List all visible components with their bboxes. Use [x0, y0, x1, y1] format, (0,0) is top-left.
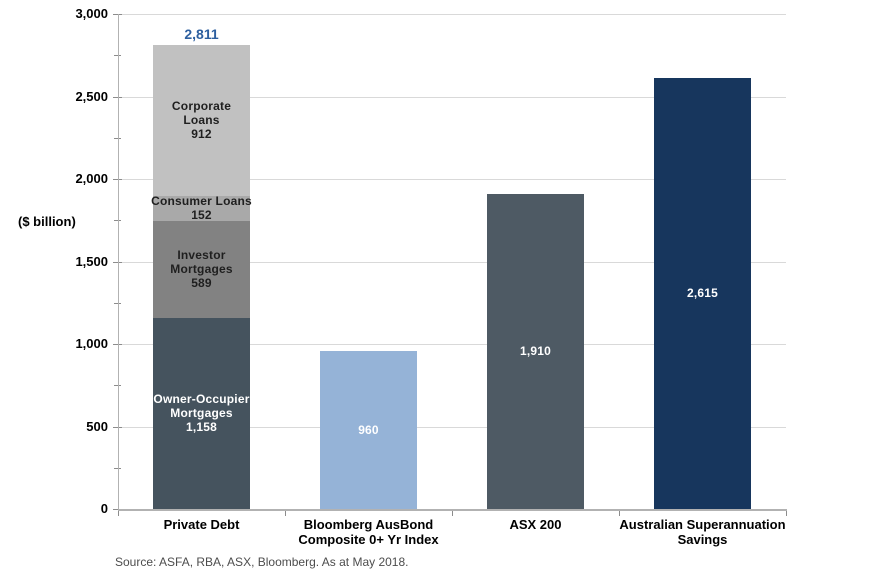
bar-segment-bloomberg-ausbond-composite-0-yr-index	[320, 350, 417, 509]
bar-segment-label-line: Corporate	[171, 99, 232, 114]
bar-segment-label-line: 912	[191, 127, 212, 142]
y-axis-tick-label: 1,000	[75, 336, 108, 351]
category-label-private-debt: Private Debt	[118, 517, 285, 532]
bar-segment-label-corporate-loans: Corporate Loans 912	[128, 99, 275, 141]
x-axis-tick	[118, 511, 119, 516]
category-label-line: Private Debt	[163, 517, 240, 532]
category-label-asx-200: ASX 200	[452, 517, 619, 532]
y-minor-tick	[114, 220, 121, 221]
bar-segment-label-line: Mortgages	[170, 262, 233, 277]
bar-segment-label-line: 1,910	[519, 344, 552, 359]
x-axis-line	[118, 509, 787, 511]
y-minor-tick	[114, 55, 121, 56]
category-label-line: Savings	[677, 532, 728, 547]
x-axis-tick	[786, 511, 787, 516]
category-label-line: Bloomberg AusBond	[303, 517, 434, 532]
bar-segment-label-asx-200: 1,910	[462, 344, 609, 358]
y-major-tick	[113, 427, 122, 428]
bar-segment-label-line: 152	[191, 208, 212, 223]
y-major-tick	[113, 509, 122, 510]
gridline	[118, 14, 786, 15]
bar-segment-label-line: 960	[358, 422, 379, 437]
bar-segment-label-line: 589	[191, 276, 212, 291]
category-label-line: Australian Superannuation	[619, 517, 786, 532]
bar-segment-label-line: Owner-Occupier	[153, 392, 250, 407]
category-label-line: ASX 200	[509, 517, 562, 532]
y-major-tick	[113, 14, 122, 15]
y-axis-tick-label: 3,000	[75, 6, 108, 21]
x-axis-tick	[452, 511, 453, 516]
bar-total-label: 2,811	[184, 26, 219, 43]
bar-segment-label-bloomberg-ausbond-composite-0-yr-index: 960	[295, 423, 442, 437]
source-note: Source: ASFA, RBA, ASX, Bloomberg. As at…	[115, 555, 409, 569]
y-minor-tick	[114, 385, 121, 386]
x-axis-tick	[285, 511, 286, 516]
y-minor-tick	[114, 468, 121, 469]
bar-segment-australian-superannuation-savings	[654, 77, 751, 509]
bar-segment-label-line: Investor	[177, 248, 226, 263]
bar-segment-label-line: Consumer Loans	[151, 194, 252, 209]
y-axis-line	[118, 14, 119, 509]
gridline	[118, 427, 786, 428]
gridline	[118, 97, 786, 98]
y-axis-title: ($ billion)	[18, 214, 76, 229]
y-major-tick	[113, 97, 122, 98]
bar-segment-label-line: Mortgages	[170, 406, 233, 421]
bar-segment-label-consumer-loans: Consumer Loans 152	[128, 194, 275, 222]
bar-segment-consumer-loans	[153, 195, 250, 221]
bar-segment-corporate-loans	[153, 45, 250, 196]
bar-segment-asx-200	[487, 193, 584, 509]
bar-segment-investor-mortgages	[153, 220, 250, 318]
category-label-australian-superannuation-savings: Australian Superannuation Savings	[619, 517, 786, 547]
gridline	[118, 179, 786, 180]
y-axis-tick-label: 1,500	[75, 254, 108, 269]
category-label-line: Composite 0+ Yr Index	[298, 532, 439, 547]
y-minor-tick	[114, 303, 121, 304]
x-axis-tick	[619, 511, 620, 516]
bar-segment-owner-occupier-mortgages	[153, 317, 250, 509]
y-minor-tick	[114, 138, 121, 139]
bar-segment-label-line: 1,158	[185, 420, 218, 435]
bar-segment-label-owner-occupier-mortgages: Owner-Occupier Mortgages 1,158	[128, 392, 275, 434]
y-axis-tick-label: 0	[100, 501, 108, 516]
y-major-tick	[113, 344, 122, 345]
category-label-bloomberg-ausbond-composite-0-yr-index: Bloomberg AusBond Composite 0+ Yr Index	[285, 517, 452, 547]
y-axis-tick-label: 2,000	[75, 171, 108, 186]
y-axis-tick-label: 2,500	[75, 89, 108, 104]
bar-segment-label-australian-superannuation-savings: 2,615	[629, 286, 776, 300]
gridline	[118, 262, 786, 263]
bar-segment-label-line: Loans	[183, 113, 220, 128]
y-axis-tick-label: 500	[86, 419, 108, 434]
bar-segment-label-line: 2,615	[686, 286, 719, 301]
bar-segment-label-investor-mortgages: Investor Mortgages 589	[128, 248, 275, 290]
y-major-tick	[113, 262, 122, 263]
y-major-tick	[113, 179, 122, 180]
gridline	[118, 344, 786, 345]
